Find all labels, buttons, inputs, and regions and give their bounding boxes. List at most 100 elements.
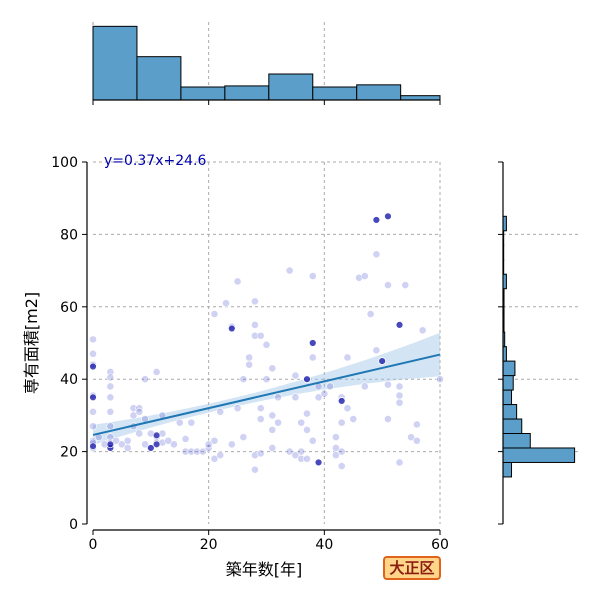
scatter-point bbox=[355, 273, 363, 282]
scatter-point bbox=[303, 454, 311, 463]
scatter-point bbox=[366, 310, 375, 318]
scatter-point bbox=[418, 326, 427, 335]
scatter-point bbox=[152, 440, 161, 449]
scatter-point bbox=[337, 418, 346, 427]
scatter-point bbox=[227, 440, 236, 449]
scatter-point bbox=[181, 447, 190, 456]
scatter-point bbox=[262, 375, 271, 384]
scatter-point bbox=[216, 407, 225, 416]
scatter-point bbox=[251, 320, 259, 329]
scatter-point bbox=[256, 449, 265, 458]
scatter-point bbox=[349, 415, 358, 423]
scatter-point bbox=[297, 454, 306, 463]
scatter-point bbox=[314, 458, 323, 467]
scatter-point bbox=[337, 462, 346, 470]
scatter-point bbox=[106, 407, 115, 416]
right-histogram-bar bbox=[502, 418, 523, 434]
scatter-point bbox=[89, 362, 97, 371]
top-histogram-bar bbox=[136, 56, 182, 101]
scatter-point bbox=[384, 380, 392, 389]
scatter-point bbox=[106, 393, 115, 402]
scatter-point bbox=[395, 382, 404, 391]
scatter-point bbox=[395, 391, 404, 400]
scatter-point bbox=[309, 339, 317, 347]
x-axis-label: 築年数[年] bbox=[226, 560, 303, 579]
scatter-point bbox=[360, 272, 369, 280]
scatter-point bbox=[285, 447, 294, 456]
scatter-point bbox=[268, 411, 277, 420]
scatter-point bbox=[228, 324, 236, 333]
scatter-point bbox=[106, 440, 115, 449]
right-histogram-bar bbox=[502, 404, 518, 420]
scatter-point bbox=[198, 447, 207, 456]
scatter-point bbox=[245, 360, 254, 369]
scatter-point bbox=[337, 397, 346, 405]
scatter-point bbox=[187, 447, 196, 456]
scatter-point bbox=[337, 447, 346, 456]
scatter-point bbox=[274, 418, 282, 427]
scatter-point bbox=[164, 436, 173, 445]
regression-equation: y=0.37x+24.6 bbox=[104, 153, 206, 169]
scatter-point bbox=[395, 398, 404, 407]
right-histogram-bar bbox=[502, 461, 513, 478]
scatter-point bbox=[407, 433, 415, 442]
scatter-point bbox=[262, 340, 271, 349]
y-tick-label: 60 bbox=[60, 300, 78, 316]
axes: 0 20 40 60 0 20 40 60 80 100 bbox=[51, 155, 449, 553]
right-histogram-bar bbox=[502, 375, 514, 391]
y-tick-label: 20 bbox=[60, 445, 78, 461]
scatter-point bbox=[106, 382, 115, 391]
scatter-point bbox=[320, 389, 329, 398]
top-histogram-bar bbox=[180, 86, 226, 101]
scatter-point bbox=[285, 266, 294, 275]
scatter-point bbox=[331, 433, 340, 442]
scatter-point bbox=[268, 444, 277, 452]
scatter-point bbox=[204, 440, 213, 449]
scatter-point bbox=[297, 418, 306, 427]
scatter-point bbox=[384, 415, 392, 423]
scatter-point bbox=[331, 444, 340, 452]
scatter-point bbox=[256, 404, 265, 413]
scatter-point bbox=[308, 353, 317, 362]
scatter-point bbox=[170, 440, 178, 449]
scatter-points bbox=[89, 212, 444, 474]
scatter-point bbox=[291, 393, 300, 402]
scatter-point bbox=[193, 447, 201, 456]
scatter-point bbox=[129, 404, 138, 413]
right-histogram bbox=[498, 161, 578, 525]
scatter-point bbox=[251, 331, 259, 340]
scatter-point bbox=[89, 422, 97, 431]
scatter-point bbox=[135, 429, 144, 438]
scatter-point bbox=[395, 321, 404, 329]
scatter-point bbox=[251, 297, 259, 306]
scatter-point bbox=[256, 415, 265, 423]
scatter-point bbox=[401, 281, 410, 289]
scatter-point bbox=[89, 407, 97, 416]
scatter-point bbox=[303, 375, 311, 383]
scatter-point bbox=[210, 436, 219, 445]
y-tick-label: 0 bbox=[69, 517, 78, 533]
scatter-point bbox=[372, 250, 381, 259]
scatter-point bbox=[239, 375, 248, 384]
scatter-point bbox=[147, 444, 155, 452]
scatter-point bbox=[268, 364, 277, 373]
right-histogram-bar bbox=[502, 447, 576, 463]
scatter-point bbox=[233, 404, 242, 413]
grid-lines bbox=[93, 161, 441, 524]
scatter-point bbox=[141, 375, 149, 384]
scatter-point bbox=[106, 422, 115, 431]
x-tick-label: 0 bbox=[89, 537, 98, 553]
scatter-point bbox=[245, 353, 254, 362]
top-histogram-bar bbox=[92, 25, 138, 101]
scatter-point bbox=[123, 436, 132, 445]
right-histogram-bar bbox=[502, 360, 516, 377]
scatter-point bbox=[106, 373, 115, 382]
scatter-point bbox=[343, 353, 352, 362]
scatter-point bbox=[256, 331, 265, 340]
scatter-point bbox=[308, 272, 317, 280]
scatter-point bbox=[326, 382, 335, 391]
y-tick-label: 80 bbox=[60, 227, 78, 243]
scatter-point bbox=[210, 310, 219, 318]
